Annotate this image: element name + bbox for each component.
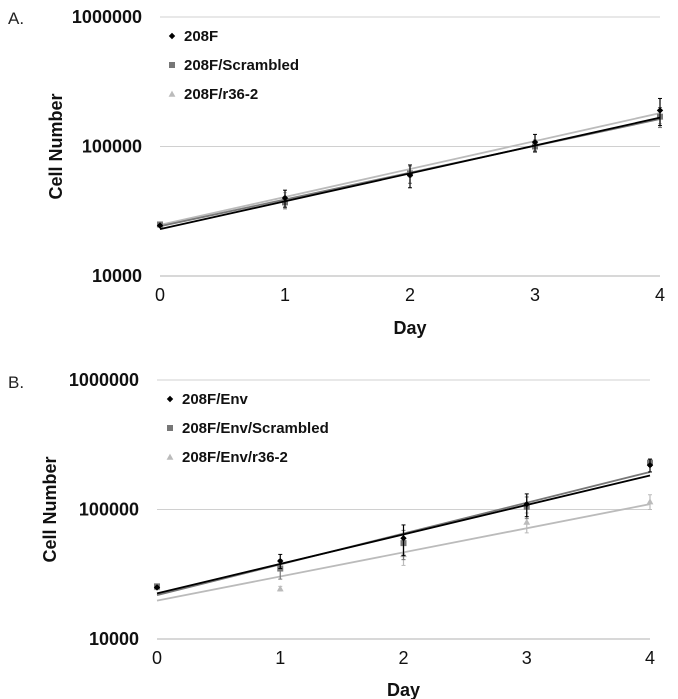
legend-entry: 208F/Env	[182, 391, 249, 408]
data-point	[276, 585, 284, 592]
data-point	[156, 222, 164, 229]
x-tick-label: 4	[655, 285, 665, 305]
legend-entry: 208F/Scrambled	[184, 57, 299, 74]
chart-panel-a: A. 10000 100000 1000000 0 1 2 3 4 Day Cell Number 2…	[8, 7, 665, 338]
series-0	[153, 458, 654, 595]
panel-label: B.	[8, 373, 24, 392]
legend-entry: 208F/Env/Scrambled	[182, 420, 329, 437]
y-axis-title: Cell Number	[46, 93, 66, 199]
data-point	[646, 498, 654, 505]
y-tick-label: 1000000	[72, 7, 142, 27]
legend-entry: 208F/r36-2	[184, 86, 258, 103]
x-tick-label: 3	[522, 648, 532, 668]
x-tick-label: 1	[275, 648, 285, 668]
panel-label: A.	[8, 9, 24, 28]
y-tick-label: 10000	[92, 266, 142, 286]
legend-marker-square-icon	[169, 62, 175, 68]
data-point	[281, 194, 289, 202]
x-tick-label: 1	[280, 285, 290, 305]
data-point	[277, 557, 284, 565]
data-point	[400, 535, 407, 542]
data-point	[523, 500, 530, 508]
legend-entry: 208F	[184, 28, 218, 45]
data-point	[153, 584, 161, 591]
legend: 208F/Env 208F/Env/Scrambled 208F/Env/r36-2	[166, 391, 329, 466]
legend-marker-triangle-icon	[166, 453, 174, 460]
x-tick-label: 2	[398, 648, 408, 668]
y-tick-label: 1000000	[69, 370, 139, 390]
y-tick-label: 10000	[89, 629, 139, 649]
y-axis-title: Cell Number	[40, 456, 60, 562]
legend: 208F 208F/Scrambled 208F/r36-2	[168, 28, 299, 103]
x-tick-label: 2	[405, 285, 415, 305]
legend-marker-triangle-icon	[168, 90, 176, 97]
x-tick-label: 0	[155, 285, 165, 305]
x-tick-label: 0	[152, 648, 162, 668]
data-point	[406, 172, 414, 179]
legend-marker-diamond-icon	[166, 395, 174, 403]
x-axis-title: Day	[393, 318, 426, 338]
x-tick-label: 3	[530, 285, 540, 305]
y-tick-label: 100000	[82, 137, 142, 157]
data-point	[531, 138, 539, 146]
x-tick-label: 4	[645, 648, 655, 668]
series-0	[156, 97, 664, 231]
data-point	[646, 461, 654, 469]
y-tick-label: 100000	[79, 500, 139, 520]
legend-entry: 208F/Env/r36-2	[182, 449, 288, 466]
data-point	[656, 107, 664, 114]
chart-panel-b: B. 10000 100000 1000000 0 1 2 3 4 Day Cell Number 2…	[8, 370, 655, 699]
legend-marker-diamond-icon	[168, 32, 176, 40]
legend-marker-square-icon	[167, 425, 173, 431]
x-axis-title: Day	[387, 680, 420, 699]
data-point	[523, 518, 531, 525]
